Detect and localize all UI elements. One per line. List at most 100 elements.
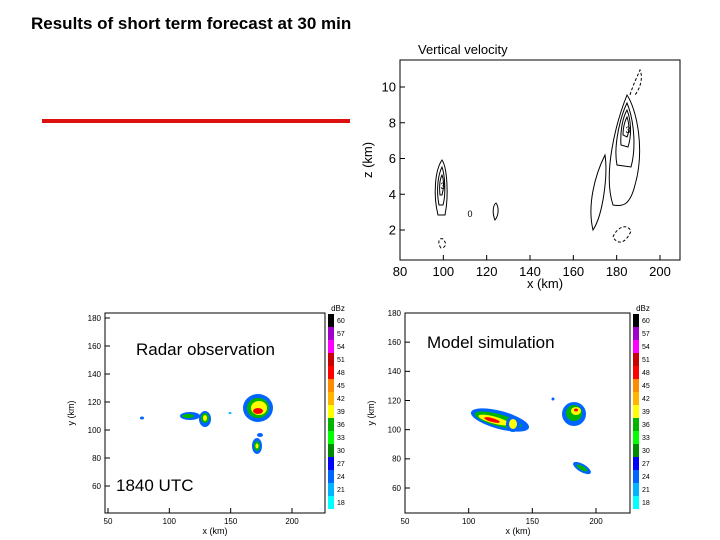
vv-x-tick-label: 180	[606, 264, 628, 279]
colorbar-level-label: 36	[642, 422, 650, 429]
radar-y-tick-label: 140	[88, 370, 102, 379]
radar-y-tick-label: 120	[88, 398, 102, 407]
radar-y-tick-label: 60	[92, 482, 101, 491]
colorbar-cell	[328, 470, 334, 483]
model-frame	[404, 312, 631, 514]
colorbar-cell	[633, 470, 639, 483]
colorbar-cell	[633, 340, 639, 353]
vv-y-tick-label: 10	[382, 80, 396, 95]
radar-x-tick-label: 100	[163, 517, 177, 526]
model-y-tick-label: 120	[388, 396, 402, 405]
model-x-tick-label: 100	[462, 517, 476, 526]
vv-x-axis: 80 100 120 140 160 180 200	[393, 255, 671, 279]
vv-x-label: x (km)	[527, 276, 563, 291]
vv-contour-label: 3	[625, 125, 630, 135]
model-x-label: x (km)	[506, 526, 531, 536]
red-accent-line	[42, 119, 350, 123]
colorbar-cell	[633, 418, 639, 431]
colorbar-cell	[633, 353, 639, 366]
model-y-axis: 60 80 100 120 140 160 180	[388, 309, 410, 493]
model-y-tick-label: 100	[388, 425, 402, 434]
colorbar-level-label: 33	[337, 435, 345, 442]
colorbar-cell	[633, 314, 639, 327]
vv-y-tick-label: 6	[389, 151, 396, 166]
colorbar-level-label: 18	[337, 500, 345, 507]
vv-x-tick-label: 140	[519, 264, 541, 279]
colorbar-level-label: 42	[337, 396, 345, 403]
model-y-tick-label: 160	[388, 338, 402, 347]
model-echoes	[470, 397, 591, 475]
radar-x-axis: 50 100 150 200	[104, 508, 299, 526]
colorbar-level-label: 42	[642, 396, 650, 403]
radar-y-tick-label: 180	[88, 314, 102, 323]
colorbar-cell	[328, 392, 334, 405]
colorbar-level-label: 45	[337, 383, 345, 390]
colorbar-level-label: 21	[337, 487, 345, 494]
colorbar-level-label: 36	[337, 422, 345, 429]
colorbar-level-label: 51	[642, 357, 650, 364]
radar-x-label: x (km)	[203, 526, 228, 536]
model-y-tick-label: 180	[388, 309, 402, 318]
colorbar-cell	[633, 327, 639, 340]
colorbar-cell	[633, 496, 639, 509]
colorbar-cell	[633, 392, 639, 405]
model-x-tick-label: 50	[401, 517, 410, 526]
radar-frame	[104, 312, 326, 514]
colorbar-cell	[328, 353, 334, 366]
vv-y-axis: 2 4 6 8 10	[382, 80, 405, 238]
vertical-velocity-title: Vertical velocity	[418, 42, 508, 57]
colorbar-level-label: 30	[642, 448, 650, 455]
vv-y-tick-label: 2	[389, 223, 396, 238]
colorbar-cell	[633, 444, 639, 457]
model-simulation-panel: 50 100 150 200 60 80 100 120 140 160 180 x (km) y…	[366, 304, 650, 536]
colorbar-level-label: 21	[642, 487, 650, 494]
colorbar-cell	[328, 418, 334, 431]
model-y-tick-label: 140	[388, 367, 402, 376]
colorbar-cell	[328, 340, 334, 353]
colorbar-cell	[633, 405, 639, 418]
colorbar-level-label: 45	[642, 383, 650, 390]
radar-y-axis: 60 80 100 120 140 160 180	[88, 314, 110, 491]
radar-y-label: y (km)	[66, 401, 76, 426]
colorbar-level-label: 54	[642, 344, 650, 351]
radar-x-tick-label: 200	[285, 517, 299, 526]
model-colorbar-unit: dBz	[636, 304, 650, 313]
colorbar-cell	[633, 483, 639, 496]
slide-title: Results of short term forecast at 30 min	[31, 14, 352, 33]
colorbar-level-label: 48	[642, 370, 650, 377]
radar-y-tick-label: 80	[92, 454, 101, 463]
observation-time-label: 1840 UTC	[116, 476, 194, 495]
colorbar-level-label: 24	[642, 474, 650, 481]
radar-observation-panel: 50 100 150 200 60 80 100 120 140 160 180 x (km) y…	[66, 304, 345, 536]
colorbar-cell	[328, 327, 334, 340]
colorbar-cell	[328, 444, 334, 457]
colorbar-level-label: 33	[642, 435, 650, 442]
colorbar-cell	[328, 483, 334, 496]
model-x-tick-label: 150	[526, 517, 540, 526]
radar-echoes	[140, 394, 273, 454]
radar-colorbar-unit: dBz	[331, 304, 345, 313]
model-x-axis: 50 100 150 200	[401, 508, 603, 526]
model-simulation-label: Model simulation	[427, 333, 555, 352]
model-y-tick-label: 60	[392, 484, 401, 493]
radar-observation-label: Radar observation	[136, 340, 275, 359]
colorbar-level-label: 24	[337, 474, 345, 481]
colorbar-cell	[328, 379, 334, 392]
colorbar-level-label: 39	[337, 409, 345, 416]
vv-frame	[399, 59, 681, 261]
vv-x-tick-label: 120	[476, 264, 498, 279]
colorbar-cell	[633, 366, 639, 379]
colorbar-level-label: 48	[337, 370, 345, 377]
colorbar-cell	[328, 457, 334, 470]
vv-x-tick-label: 100	[432, 264, 454, 279]
vv-contour-label: 3	[440, 181, 445, 191]
vv-y-tick-label: 4	[389, 187, 396, 202]
colorbar-level-label: 27	[642, 461, 650, 468]
vv-y-tick-label: 8	[389, 115, 396, 130]
vv-contours-left	[434, 159, 499, 249]
colorbar-cell	[633, 431, 639, 444]
colorbar-cell	[328, 314, 334, 327]
colorbar-cell	[633, 379, 639, 392]
colorbar-level-label: 57	[337, 331, 345, 338]
radar-x-tick-label: 50	[104, 517, 113, 526]
